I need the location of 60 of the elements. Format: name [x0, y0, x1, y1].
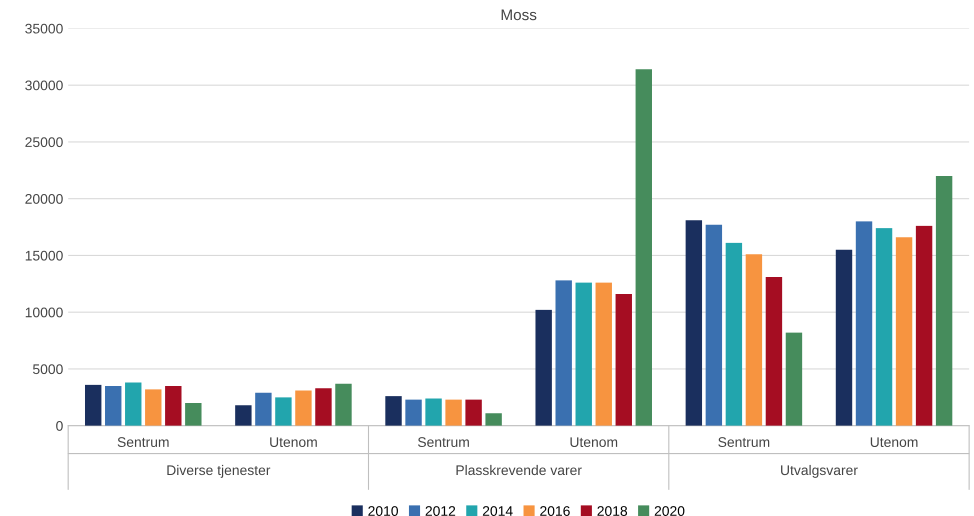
- bar: [616, 294, 632, 426]
- bar: [85, 384, 102, 426]
- bar: [726, 242, 742, 426]
- bar: [555, 280, 572, 426]
- legend-label: 2020: [654, 506, 684, 516]
- bar: [596, 282, 612, 426]
- bar: [185, 402, 202, 426]
- bar: [105, 386, 122, 426]
- bar: [576, 282, 592, 426]
- y-tick-label: 30000: [25, 80, 63, 90]
- bar: [896, 237, 912, 426]
- bar: [145, 389, 162, 426]
- bar: [916, 226, 932, 426]
- x-tick-label: Sentrum: [118, 437, 169, 448]
- bar: [636, 69, 652, 426]
- x-tick-label: Utenom: [870, 437, 918, 448]
- bar: [235, 405, 252, 426]
- y-tick-label: 10000: [26, 308, 63, 318]
- bar: [786, 332, 802, 426]
- text: Utvalgsvarer: [781, 464, 858, 478]
- bar: [876, 228, 892, 426]
- y-tick-label: 0: [56, 421, 63, 431]
- bar: [255, 392, 272, 426]
- y-tick-label: 25000: [25, 137, 63, 148]
- bar: [746, 254, 762, 426]
- x-tick-label: Sentrum: [718, 437, 770, 448]
- legend-label: 2016: [540, 506, 570, 516]
- legend-label: 2014: [482, 506, 513, 516]
- bar: [936, 176, 952, 426]
- x-tick-label: Sentrum: [418, 437, 469, 448]
- bar: [485, 413, 502, 426]
- legend-label: 2018: [597, 506, 628, 516]
- bar: [856, 221, 872, 426]
- bar: [335, 384, 352, 426]
- text: Plasskrevende varer: [456, 464, 582, 476]
- bar: [275, 397, 292, 426]
- bar: [425, 398, 442, 426]
- bar: [766, 276, 782, 426]
- bar: [465, 400, 482, 426]
- bar: [445, 400, 462, 426]
- y-tick-label: 5000: [32, 364, 63, 374]
- bar: [686, 220, 702, 426]
- bar: [385, 396, 402, 426]
- bar: [405, 400, 422, 426]
- bar: [836, 250, 852, 426]
- bar: [315, 388, 332, 426]
- bar: [535, 310, 552, 426]
- x-tick-label: Utenom: [270, 437, 317, 448]
- bar: [125, 382, 142, 426]
- bar: [706, 224, 722, 426]
- text: Diverse tjenester: [167, 464, 270, 478]
- y-tick-label: 35000: [25, 24, 63, 34]
- y-tick-label: 15000: [26, 250, 63, 261]
- bar: [295, 390, 312, 426]
- x-tick-label: Utenom: [570, 437, 618, 448]
- legend-label: 2010: [368, 506, 398, 516]
- legend-label: 2012: [426, 506, 456, 516]
- y-tick-label: 20000: [25, 194, 63, 204]
- chart-title: Moss: [502, 10, 536, 20]
- bar: [165, 386, 182, 426]
